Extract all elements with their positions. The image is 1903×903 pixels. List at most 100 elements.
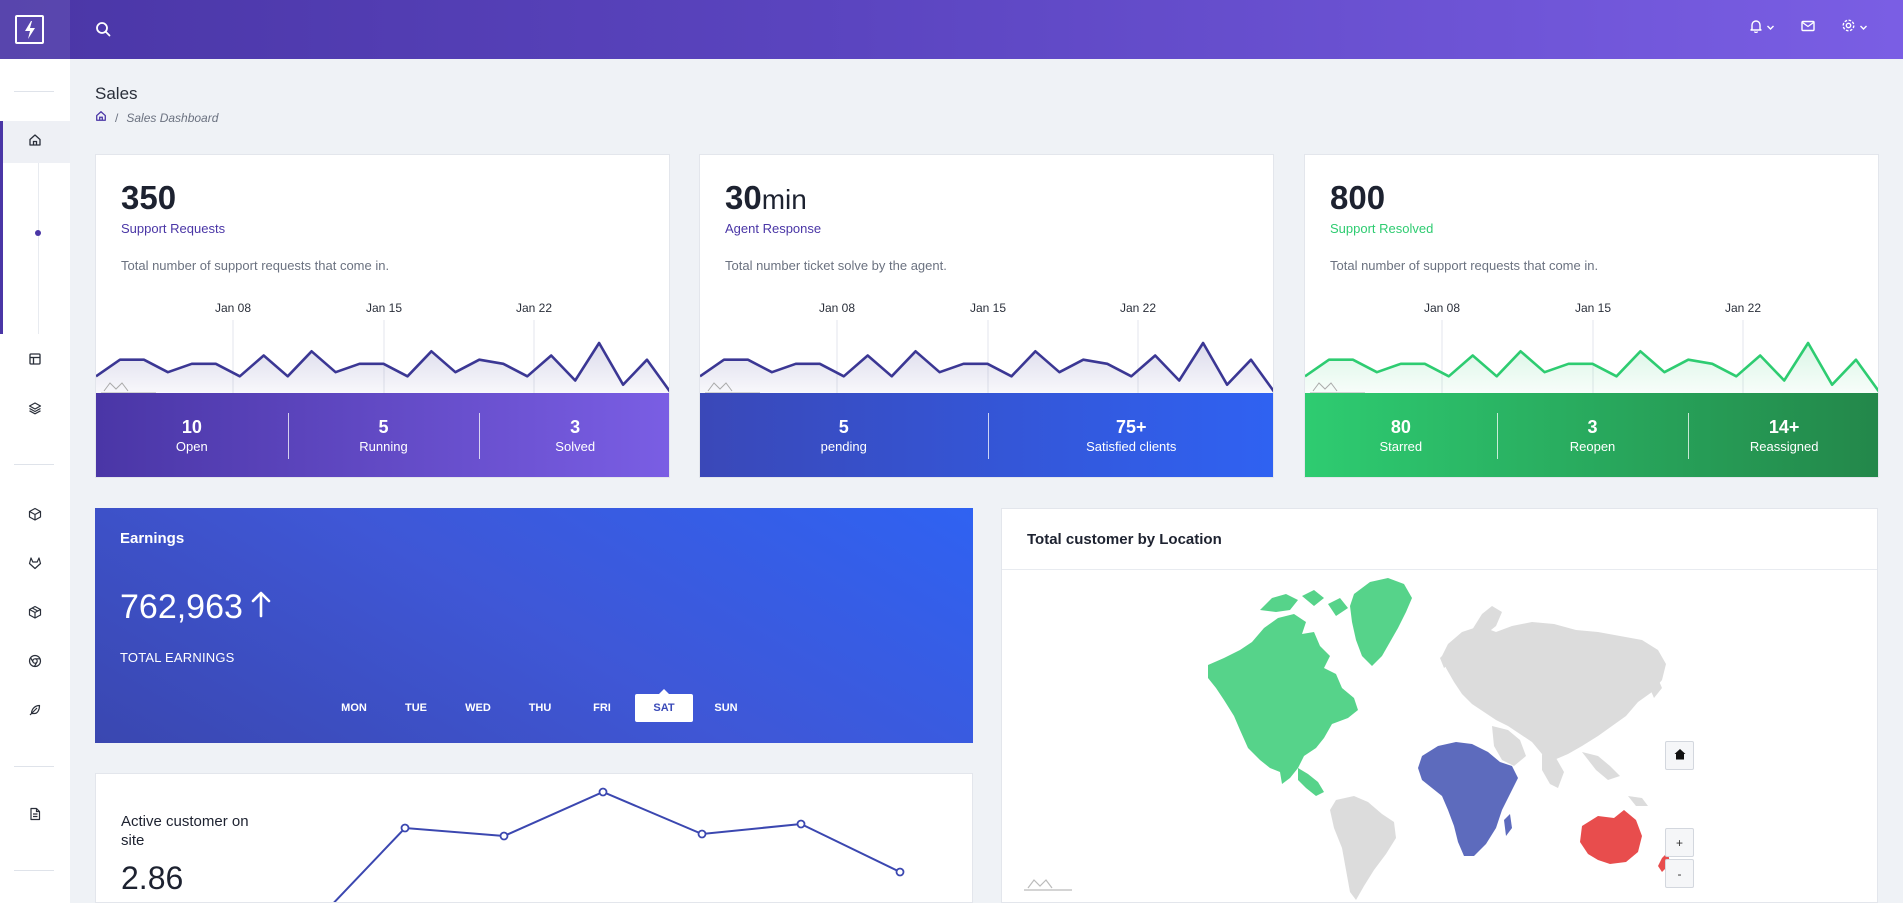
stat-subtitle: Support Requests: [121, 221, 226, 236]
home-icon[interactable]: [95, 110, 107, 125]
sidebar-submenu-dot[interactable]: [35, 230, 41, 236]
sparkline-area: [700, 343, 1273, 395]
day-tab-sun[interactable]: SUN: [714, 702, 738, 714]
day-tab-mon[interactable]: MON: [341, 702, 367, 714]
earnings-amount: 762,963: [120, 588, 243, 626]
stat-footer: 10 Open 5 Running 3 Solved: [96, 393, 669, 477]
logo-container[interactable]: [0, 0, 70, 59]
footer-label: Solved: [555, 439, 596, 454]
map-region-india: [1542, 754, 1564, 788]
day-tab-fri[interactable]: FRI: [593, 702, 611, 714]
page-title: Sales: [95, 84, 138, 103]
stat-card-support-resolved: 800 Support Resolved Total number of sup…: [1304, 154, 1879, 478]
layout-icon: [28, 352, 42, 371]
sidebar-active-indicator: [0, 121, 3, 334]
map-region-se-asia: [1582, 752, 1620, 780]
footer-label: Reopen: [1569, 439, 1616, 454]
mail-icon: [1801, 19, 1815, 37]
footer-number: 5: [838, 417, 849, 437]
notifications-button[interactable]: [1749, 19, 1775, 38]
footer-label: Running: [359, 439, 408, 454]
stat-subtitle: Support Resolved: [1330, 221, 1434, 236]
sidebar-item-package[interactable]: [0, 594, 70, 634]
footer-number: 80: [1390, 417, 1411, 437]
map-zoom-out-button[interactable]: -: [1665, 859, 1694, 888]
sidebar-divider: [14, 766, 54, 767]
sparkline-tick-label: Jan 08: [215, 301, 251, 315]
active-customer-line-chart: [333, 787, 905, 902]
world-map[interactable]: [1002, 570, 1879, 903]
arrow-up-icon: [251, 588, 271, 627]
map-region-south-america: [1330, 796, 1396, 900]
sparkline-line: [1305, 341, 1878, 393]
stat-value: 30min: [725, 179, 807, 216]
bell-icon: [1749, 19, 1763, 38]
breadcrumb-current: Sales Dashboard: [126, 110, 219, 125]
active-customer-value: 2.86: [121, 860, 184, 896]
breadcrumb: / Sales Dashboard: [95, 110, 218, 125]
chevron-down-icon: [1766, 19, 1775, 37]
footer-label: Reassigned: [1749, 439, 1819, 454]
active-customer-point: [598, 787, 608, 797]
earnings-label: TOTAL EARNINGS: [120, 650, 235, 665]
sparkline-tick-label: Jan 08: [1424, 301, 1460, 315]
stat-subtitle: Agent Response: [725, 221, 822, 236]
sidebar-item-home[interactable]: [0, 122, 70, 162]
sidebar-divider: [14, 870, 54, 871]
sidebar-submenu-line: [38, 163, 39, 334]
search-icon[interactable]: [95, 21, 113, 39]
sidebar-item-chrome[interactable]: [0, 643, 70, 683]
map-home-button[interactable]: [1665, 741, 1694, 770]
day-tab-thu[interactable]: THU: [528, 702, 552, 714]
stat-value: 350: [121, 179, 177, 216]
sparkline-chart: Jan 08 Jan 15 Jan 22: [700, 301, 1273, 395]
layers-icon: [28, 401, 42, 420]
sparkline-line: [700, 341, 1273, 393]
messages-button[interactable]: [1801, 19, 1815, 37]
day-tab-tue[interactable]: TUE: [405, 702, 427, 714]
lightning-bolt-icon: [15, 15, 44, 44]
sparkline-tick-label: Jan 08: [819, 301, 855, 315]
footer-number: 10: [181, 417, 202, 437]
map-region-japan: [1648, 674, 1662, 698]
sidebar-item-box[interactable]: [0, 496, 70, 536]
stat-footer-item: 10 Open: [96, 413, 288, 459]
stat-value: 800: [1330, 179, 1386, 216]
sidebar-item-file[interactable]: [0, 796, 70, 836]
feather-icon: [28, 703, 42, 722]
map-region-central-america: [1298, 768, 1324, 796]
top-actions: [1749, 18, 1868, 38]
top-navbar: [0, 0, 1903, 59]
box-icon: [28, 507, 42, 526]
breadcrumb-separator: /: [115, 110, 119, 125]
map-watermark: [1024, 879, 1072, 891]
sidebar-item-layers[interactable]: [0, 390, 70, 430]
map-zoom-in-button[interactable]: +: [1665, 828, 1694, 857]
stat-card-agent-response: 30min Agent Response Total number ticket…: [699, 154, 1274, 478]
settings-button[interactable]: [1841, 18, 1868, 38]
footer-label: pending: [820, 439, 867, 454]
sparkline-chart: Jan 08 Jan 15 Jan 22: [96, 301, 669, 395]
sidebar-item-gitlab[interactable]: [0, 545, 70, 585]
map-region-scandinavia: [1472, 606, 1502, 634]
day-tab-sat[interactable]: SAT: [635, 689, 693, 722]
stat-footer: 5 pending 75+ Satisfied clients: [700, 393, 1273, 477]
active-customer-point: [499, 831, 509, 841]
footer-number: 3: [1587, 417, 1598, 437]
gear-icon: [1841, 18, 1856, 38]
stat-footer-item: 5 pending: [700, 413, 988, 459]
footer-label: Starred: [1379, 439, 1423, 454]
day-tab-wed[interactable]: WED: [465, 702, 491, 714]
stat-description: Total number ticket solve by the agent.: [725, 258, 947, 273]
sidebar-item-layout[interactable]: [0, 341, 70, 381]
footer-label: Open: [175, 439, 208, 454]
home-icon: [1673, 747, 1687, 764]
stat-footer-item: 5 Running: [287, 413, 480, 459]
sidebar-divider: [14, 91, 54, 92]
active-customer-point: [895, 867, 905, 877]
footer-label: Satisfied clients: [1086, 439, 1177, 454]
earnings-card: Earnings 762,963 TOTAL EARNINGS MON TUE …: [95, 508, 973, 743]
footer-number: 14+: [1768, 417, 1800, 437]
sparkline-area: [1305, 343, 1878, 395]
sidebar-item-feather[interactable]: [0, 692, 70, 732]
